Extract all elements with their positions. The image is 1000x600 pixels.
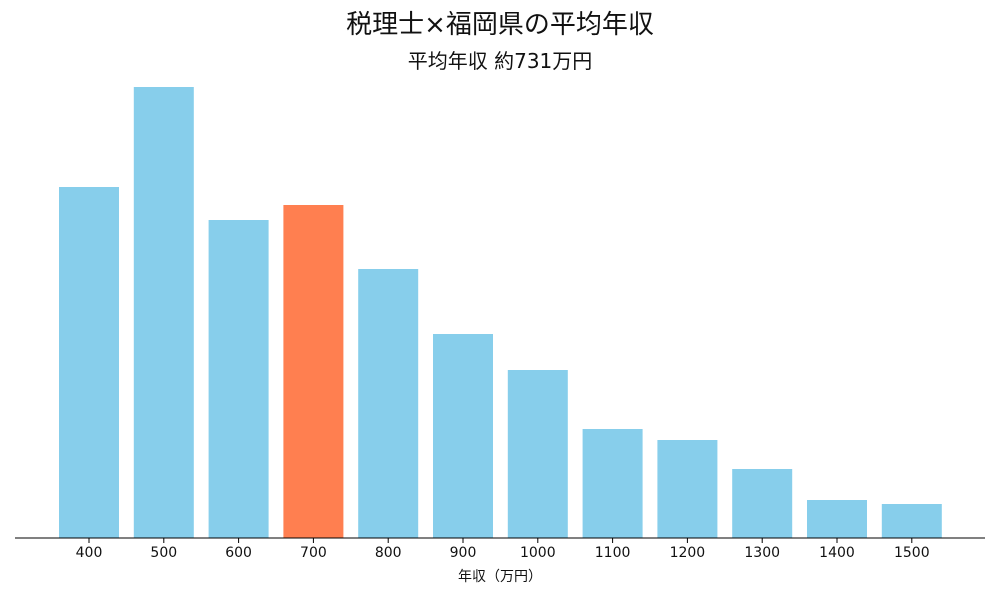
- x-tick-label-800: 800: [375, 545, 402, 561]
- bar-800: [358, 269, 419, 538]
- x-tick-label-1500: 1500: [894, 545, 930, 561]
- x-tick-labels: 400 500 600 700 800 900 1000 1100 1200 1300 1400 15…: [76, 538, 930, 561]
- bar-1100: [582, 429, 643, 538]
- bars-group: [59, 87, 942, 538]
- x-tick-label-1400: 1400: [819, 545, 855, 561]
- bar-500: [133, 87, 194, 538]
- bar-700: [283, 205, 344, 538]
- x-tick-label-1100: 1100: [595, 545, 631, 561]
- bar-1000: [507, 370, 568, 538]
- bar-600: [208, 220, 269, 538]
- x-tick-label-1300: 1300: [744, 545, 780, 561]
- x-tick-label-1000: 1000: [520, 545, 556, 561]
- chart-title: 税理士×福岡県の平均年収: [346, 10, 654, 40]
- bar-1500: [881, 504, 942, 538]
- x-tick-label-600: 600: [225, 545, 252, 561]
- bar-900: [433, 334, 493, 538]
- bar-1200: [657, 440, 718, 538]
- bar-400: [59, 187, 119, 538]
- x-tick-label-1200: 1200: [670, 545, 706, 561]
- bar-1400: [807, 500, 867, 538]
- bar-1300: [732, 469, 793, 538]
- x-tick-label-900: 900: [450, 545, 477, 561]
- x-axis-label: 年収（万円）: [458, 569, 542, 585]
- x-tick-label-500: 500: [150, 545, 177, 561]
- chart-subtitle: 平均年収 約731万円: [408, 49, 593, 73]
- x-tick-label-400: 400: [76, 545, 103, 561]
- x-tick-label-700: 700: [300, 545, 327, 561]
